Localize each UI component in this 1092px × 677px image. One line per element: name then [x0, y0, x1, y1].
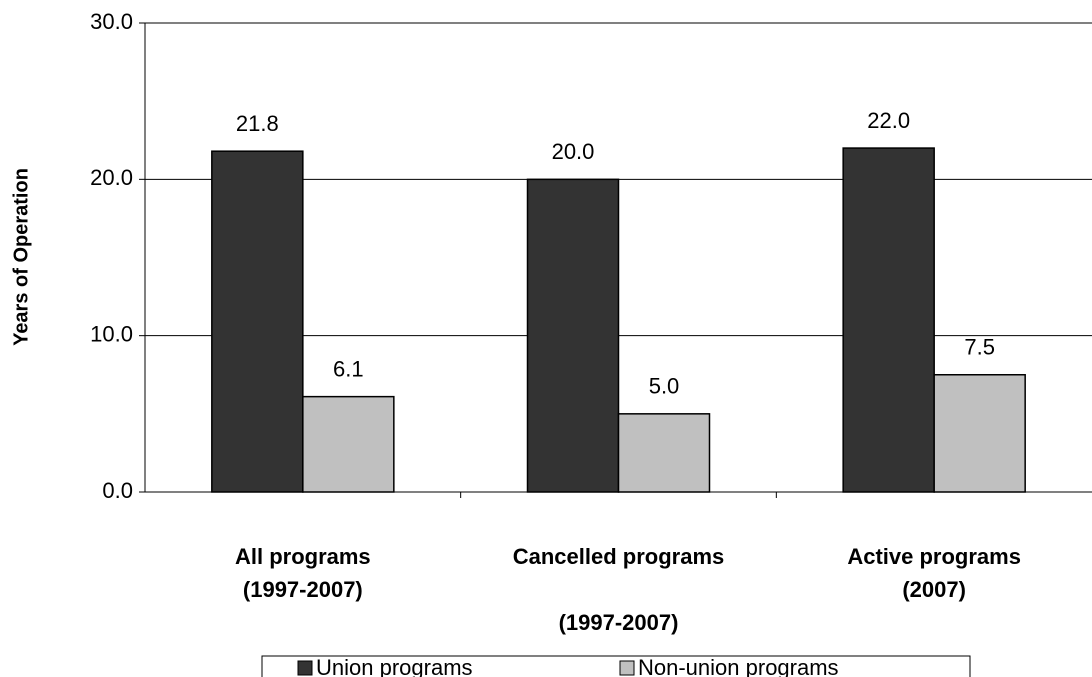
bar	[842, 147, 935, 493]
y-tick-label: 0.0	[102, 478, 133, 503]
bar	[211, 150, 304, 493]
y-tick-label: 30.0	[90, 9, 133, 34]
value-label: 22.0	[867, 108, 910, 133]
x-tick-label-line: (1997-2007)	[559, 610, 679, 635]
bar	[526, 178, 620, 493]
legend-swatch	[297, 660, 313, 676]
legend-swatch	[619, 660, 635, 676]
x-tick-label-line: Cancelled programs	[513, 544, 725, 569]
x-tick-label-line: (1997-2007)	[243, 577, 363, 602]
value-label: 7.5	[964, 335, 995, 360]
legend-label: Non-union programs	[638, 655, 839, 677]
x-tick-label-line: All programs	[235, 544, 371, 569]
x-tick-label-line: (2007)	[902, 577, 966, 602]
x-tick-label-line: Active programs	[847, 544, 1021, 569]
value-label: 5.0	[649, 374, 680, 399]
bar	[617, 413, 711, 493]
x-tick-label: Cancelled programs (1997-2007)	[513, 544, 725, 635]
bar	[933, 374, 1026, 493]
value-label: 21.8	[236, 111, 279, 136]
y-axis-label: Years of Operation	[10, 168, 32, 346]
x-tick-label: All programs (1997-2007)	[235, 544, 371, 602]
x-tick-label: Active programs (2007)	[847, 544, 1021, 602]
legend-box	[261, 655, 971, 677]
value-label: 6.1	[333, 356, 364, 381]
bar	[302, 395, 395, 493]
value-label: 20.0	[552, 139, 595, 164]
y-tick-label: 20.0	[90, 165, 133, 190]
legend-label: Union programs	[316, 655, 473, 677]
y-tick-label: 10.0	[90, 321, 133, 346]
